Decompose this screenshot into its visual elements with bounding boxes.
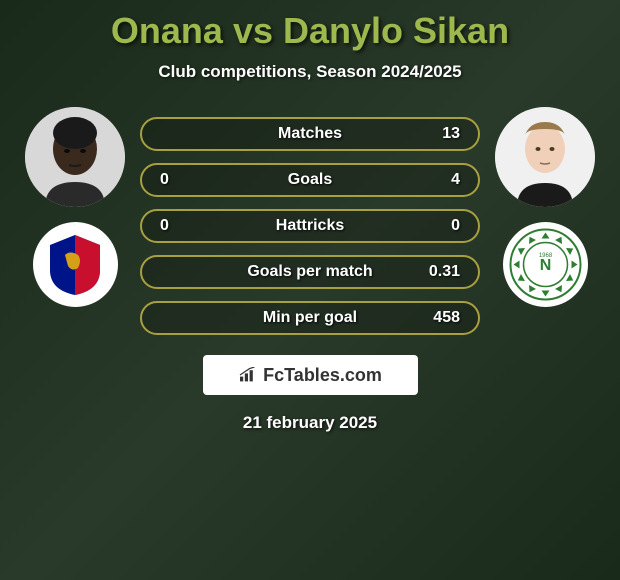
player-left-avatar (25, 107, 125, 207)
left-player-column (20, 107, 130, 307)
stat-label: Goals (288, 171, 332, 189)
comparison-date: 21 february 2025 (0, 413, 620, 433)
player-right-avatar (495, 107, 595, 207)
brand-chart-icon (238, 367, 258, 383)
stat-row: Goals per match 0.31 (140, 255, 480, 289)
stat-right-value: 0.31 (420, 263, 460, 281)
stat-label: Hattricks (276, 217, 344, 235)
stat-left-value: 0 (160, 171, 200, 189)
stat-row: Min per goal 458 (140, 301, 480, 335)
stat-row: 0 Hattricks 0 (140, 209, 480, 243)
comparison-title: Onana vs Danylo Sikan (0, 10, 620, 52)
stat-row: 0 Goals 4 (140, 163, 480, 197)
svg-text:N: N (539, 257, 551, 274)
club-right-badge: N 1968 (503, 222, 588, 307)
comparison-subtitle: Club competitions, Season 2024/2025 (0, 62, 620, 82)
stat-row: Matches 13 (140, 117, 480, 151)
stat-label: Matches (278, 125, 342, 143)
stats-column: Matches 13 0 Goals 4 0 Hattricks 0 Goals per mat… (140, 107, 480, 335)
svg-text:1968: 1968 (538, 253, 552, 259)
club-left-badge (33, 222, 118, 307)
stat-right-value: 458 (420, 309, 460, 327)
stat-label: Goals per match (247, 263, 372, 281)
stat-label: Min per goal (263, 309, 357, 327)
stat-right-value: 0 (420, 217, 460, 235)
stat-right-value: 13 (420, 125, 460, 143)
brand-text: FcTables.com (263, 365, 382, 386)
stat-right-value: 4 (420, 171, 460, 189)
right-player-column: N 1968 (490, 107, 600, 307)
main-comparison-area: Matches 13 0 Goals 4 0 Hattricks 0 Goals per mat… (0, 107, 620, 335)
stat-left-value: 0 (160, 217, 200, 235)
brand-watermark: FcTables.com (203, 355, 418, 395)
